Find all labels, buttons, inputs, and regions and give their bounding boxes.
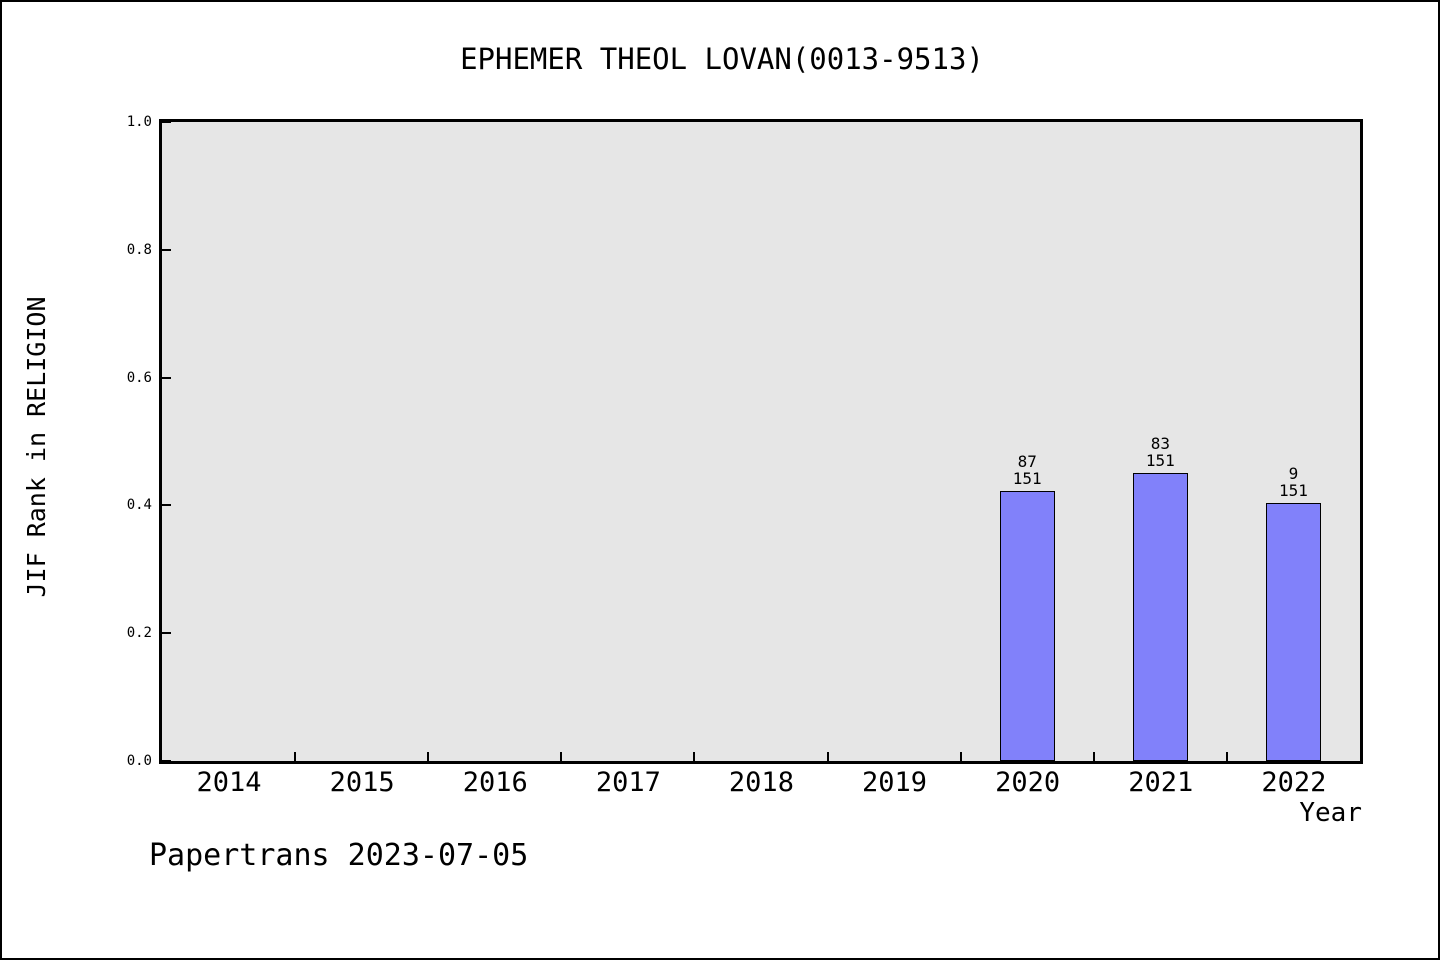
y-tick-label: 0.8 [126,241,152,258]
x-tick-label: 2020 [995,767,1061,798]
x-tick-label: 2016 [462,767,528,798]
y-tick-mark [162,760,171,762]
y-axis-label: JIF Rank in RELIGION [22,296,51,598]
y-tick-mark [162,376,171,379]
bar-2022 [1265,502,1321,761]
x-tick-mark [693,752,696,761]
y-tick-label: 1.0 [126,114,152,130]
x-tick-mark [826,752,829,761]
y-tick-label: 0.0 [126,753,152,769]
bar-2020 [999,490,1055,761]
x-tick-label: 2017 [595,767,661,798]
x-tick-mark [959,752,962,761]
x-axis-label: Year [1299,798,1362,828]
x-tick-label: 2021 [1128,767,1194,798]
y-tick-label: 0.6 [126,369,152,386]
x-tick-mark [427,752,430,761]
x-tick-label: 2015 [329,767,395,798]
x-tick-label: 2022 [1261,767,1327,798]
x-tick-mark [1225,752,1228,761]
x-tick-mark [560,752,563,761]
x-tick-label: 2014 [196,767,262,798]
bar-2021 [1132,472,1188,761]
x-tick-label: 2019 [862,767,928,798]
y-tick-mark [162,504,171,507]
y-tick-mark [162,121,171,123]
y-tick-label: 0.4 [126,497,152,514]
bar-value-label-2021: 83 151 [1145,433,1175,470]
footer-note: Papertrans 2023-07-05 [149,838,529,873]
y-tick-mark [162,632,171,635]
y-tick-mark [162,248,171,251]
bar-value-label-2022: 9 151 [1278,463,1308,500]
x-tick-label: 2018 [728,767,794,798]
y-tick-label: 0.2 [126,625,152,642]
chart-title: EPHEMER THEOL LOVAN(0013-9513) [460,42,984,76]
x-tick-mark [1092,752,1095,761]
x-tick-mark [294,752,297,761]
bar-value-label-2020: 87 151 [1012,451,1042,488]
